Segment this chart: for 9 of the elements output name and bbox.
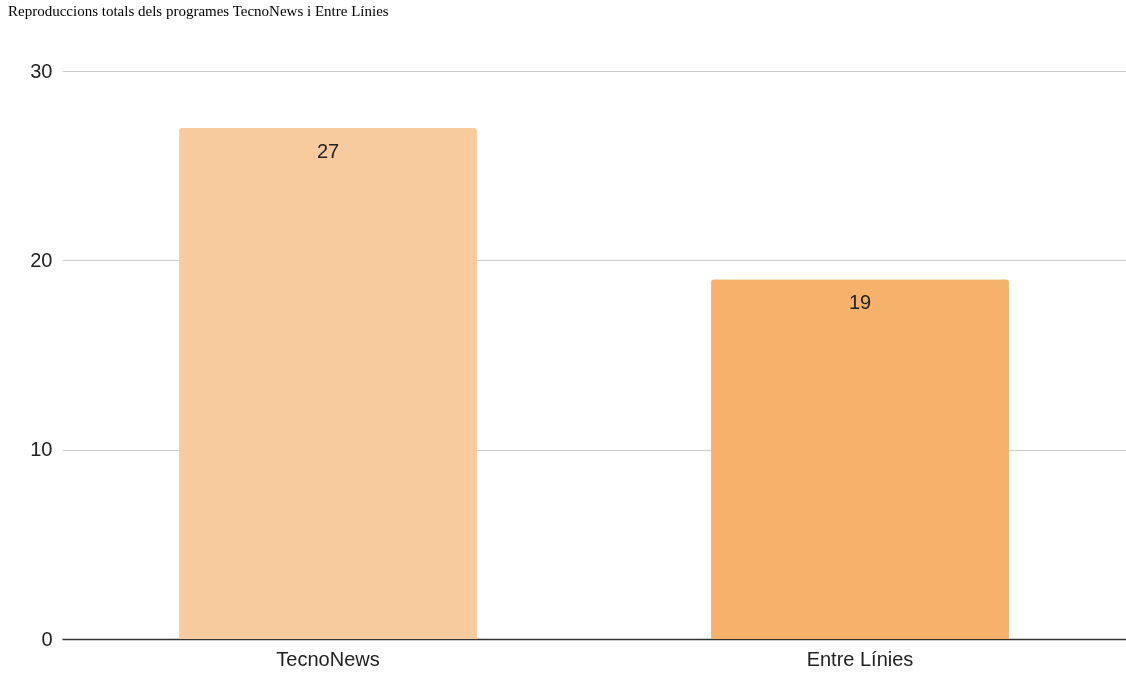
x-tick-label: Entre Línies bbox=[806, 647, 914, 670]
data-label: 27 bbox=[316, 139, 340, 162]
y-tick-label: 10 bbox=[30, 438, 53, 461]
x-tick-label: TecnoNews bbox=[276, 647, 380, 670]
y-tick-label: 0 bbox=[41, 627, 53, 650]
y-tick-label: 30 bbox=[30, 59, 53, 82]
chart-title: Reproduccions totals dels programes TecnoNews i Entre Línies bbox=[8, 3, 389, 19]
data-label: 19 bbox=[848, 291, 872, 314]
y-tick-label: 20 bbox=[30, 248, 53, 271]
